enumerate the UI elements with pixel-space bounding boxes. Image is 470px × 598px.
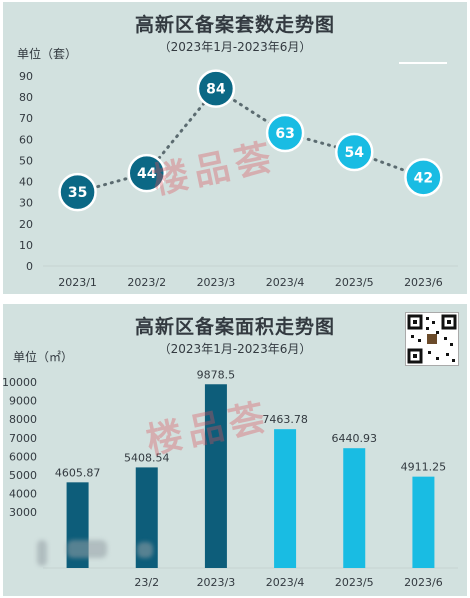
data-point: [335, 132, 374, 172]
blurred-label: [67, 540, 107, 558]
chart-title: 高新区备案套数走势图: [134, 14, 335, 36]
x-tick-label: 23/2: [134, 576, 159, 589]
data-label: 84: [206, 82, 226, 98]
y-tick-label: 20: [19, 218, 33, 231]
blurred-label: [137, 542, 153, 558]
data-label: 9878.5: [197, 368, 236, 381]
area-bar-chart: 3000 4000 5000 6000 7000 8000 9000 10000 4605.87…: [3, 368, 458, 589]
data-point: [265, 113, 305, 153]
data-label: 54: [345, 145, 365, 161]
y-tick-label: 9000: [9, 395, 37, 408]
x-tick-label: 2023/5: [335, 276, 374, 289]
bar: [274, 429, 297, 568]
units-chart-panel: 高新区备案套数走势图 （2023年1月-2023年6月） 单位（套） 0 10 20…: [3, 2, 467, 294]
y-tick-label: 90: [19, 70, 33, 83]
y-tick-label: 40: [19, 176, 33, 189]
y-tick-label: 60: [19, 133, 33, 146]
x-tick-label: 2023/4: [266, 276, 305, 289]
y-tick-label: 80: [19, 91, 33, 104]
y-tick-label: 50: [19, 154, 33, 167]
decorative-line: [399, 62, 447, 64]
data-point: [58, 172, 97, 212]
data-point: [127, 153, 166, 193]
data-label: 5408.54: [124, 451, 170, 464]
y-axis-unit: 单位（套）: [17, 47, 78, 61]
data-point: [196, 69, 236, 108]
x-tick-label: 2023/1: [58, 276, 97, 289]
data-label: 4605.87: [55, 466, 101, 479]
y-tick-label: 10000: [3, 376, 37, 389]
x-tick-label: 2023/3: [197, 276, 236, 289]
y-tick-label: 8000: [9, 413, 37, 426]
qr-code-icon: [405, 312, 459, 366]
x-tick-label: 2023/2: [127, 276, 166, 289]
y-axis-unit: 单位（㎡）: [13, 350, 74, 364]
data-label: 6440.93: [332, 432, 378, 445]
x-tick-label: 2023/5: [335, 576, 374, 589]
y-tick-label: 7000: [9, 432, 37, 445]
y-tick-label: 6000: [9, 450, 37, 463]
chart-subtitle: （2023年1月-2023年6月）: [158, 40, 312, 54]
y-tick-label: 4000: [9, 488, 37, 501]
data-label: 44: [137, 166, 157, 182]
data-label: 7463.78: [262, 413, 308, 426]
y-tick-label: 30: [19, 197, 33, 210]
x-tick-label: 2023/6: [404, 276, 443, 289]
x-tick-label: 2023/6: [404, 576, 443, 589]
chart-subtitle: （2023年1月-2023年6月）: [158, 342, 312, 356]
y-tick-label: 0: [26, 260, 33, 273]
bar: [343, 448, 366, 568]
blurred-label: [37, 540, 47, 566]
data-label: 42: [414, 170, 433, 186]
data-label: 35: [68, 185, 87, 201]
data-label: 63: [275, 126, 294, 142]
y-tick-label: 3000: [9, 506, 37, 519]
bar: [204, 384, 227, 568]
y-tick-label: 70: [19, 112, 33, 125]
chart-title: 高新区备案面积走势图: [134, 316, 335, 338]
x-tick-label: 2023/4: [266, 576, 305, 589]
y-tick-label: 5000: [9, 469, 37, 482]
data-label: 4911.25: [401, 461, 447, 474]
area-chart-panel: 高新区备案面积走势图 （2023年1月-2023年6月） 单位（㎡） 3000 4…: [3, 304, 467, 596]
units-line-chart: 0 10 20 30 40 50 60 70 80 90 2023/1 2023/2 2023/3 202…: [19, 69, 458, 289]
data-point: [404, 158, 443, 197]
bar: [412, 476, 435, 568]
x-tick-label: 2023/3: [197, 576, 236, 589]
y-tick-label: 10: [19, 239, 33, 252]
